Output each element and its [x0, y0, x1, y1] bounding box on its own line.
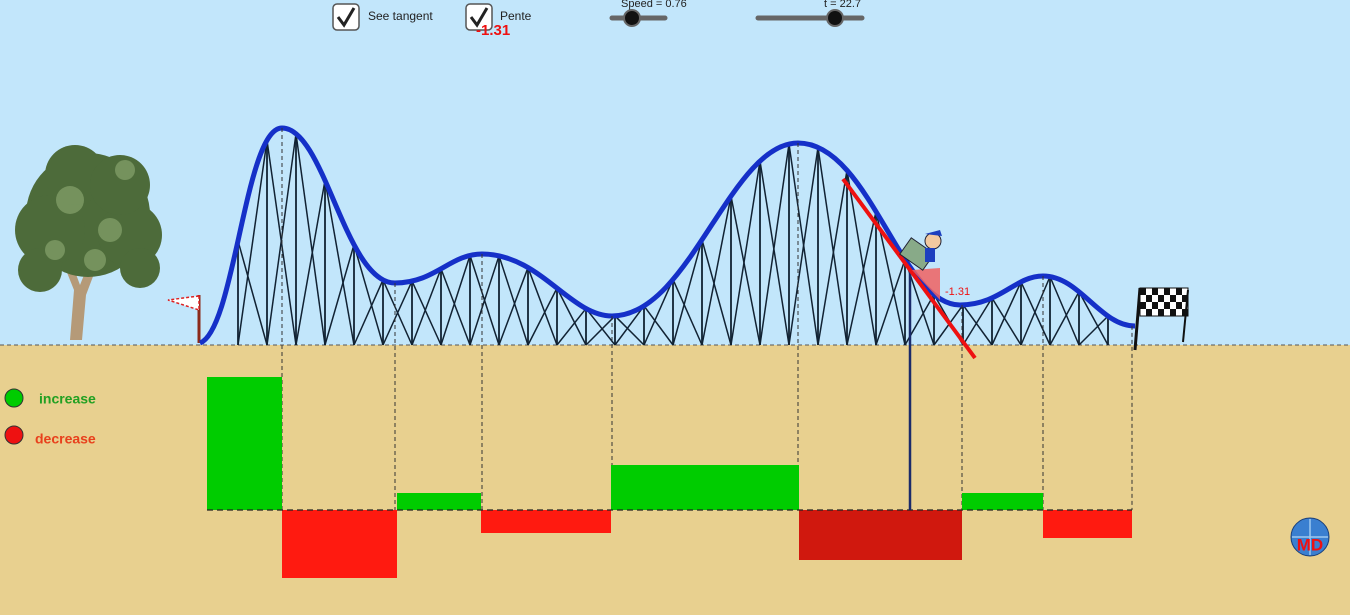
support-brace — [643, 279, 674, 346]
t-slider[interactable] — [755, 9, 865, 27]
support-brace — [324, 244, 355, 346]
support-brace — [962, 304, 993, 346]
legend-label: increase — [39, 391, 96, 407]
support-brace — [527, 267, 558, 346]
legend-swatch — [4, 425, 24, 445]
cart — [899, 230, 942, 271]
flag-square — [1170, 295, 1176, 302]
support-brace — [585, 308, 616, 346]
support-brace — [991, 297, 1022, 346]
flag-square — [1176, 288, 1182, 295]
slope-label: -1.31 — [945, 286, 970, 298]
support-brace — [469, 255, 500, 346]
support-brace — [1020, 276, 1051, 346]
support-brace — [353, 279, 384, 346]
support-brace — [382, 280, 413, 346]
flag-square — [1182, 295, 1188, 302]
support-brace — [730, 160, 761, 346]
support-brace — [1078, 315, 1109, 346]
pente-checkbox[interactable] — [465, 3, 493, 31]
logo: MD — [1290, 517, 1330, 557]
flag-square — [1158, 309, 1164, 316]
flag-square — [1152, 302, 1158, 309]
speed-slider[interactable] — [609, 9, 668, 27]
flag-square — [1170, 309, 1176, 316]
support-brace — [353, 244, 384, 346]
support-brace — [1049, 276, 1080, 346]
support-brace — [1049, 291, 1080, 346]
support-brace — [411, 268, 442, 346]
support-brace — [614, 305, 645, 346]
support-brace — [295, 180, 326, 346]
support-brace — [875, 259, 906, 346]
variation-bars — [207, 377, 1132, 578]
legend-label: decrease — [35, 431, 96, 447]
support-brace — [324, 180, 355, 346]
support-brace — [875, 211, 906, 346]
support-brace — [614, 315, 645, 346]
support-brace — [759, 143, 790, 346]
logo-text: MD — [1297, 535, 1323, 554]
slope-triangle — [912, 268, 940, 300]
support-brace — [498, 255, 529, 346]
support-brace — [701, 239, 732, 346]
support-brace — [1020, 281, 1051, 346]
flag-square — [1164, 302, 1170, 309]
slope-readout: -1.31 — [476, 22, 510, 39]
support-brace — [556, 287, 587, 346]
finish-flag — [1133, 287, 1189, 351]
support-brace — [788, 147, 819, 346]
checkbox-label: Pente — [500, 9, 532, 23]
tree — [15, 145, 162, 340]
support-brace — [672, 239, 703, 346]
tangent-line — [841, 177, 977, 360]
flag-square — [1158, 295, 1164, 302]
support-brace — [498, 267, 529, 346]
support-brace — [1078, 291, 1109, 346]
support-brace — [237, 140, 268, 346]
flag-square — [1152, 288, 1158, 295]
support-brace — [701, 195, 732, 346]
track-supports — [237, 133, 1109, 346]
support-brace — [527, 287, 558, 346]
support-brace — [991, 281, 1022, 346]
slider-label: t = 22.7 — [824, 0, 861, 10]
support-brace — [237, 240, 268, 346]
support-brace — [846, 211, 877, 346]
support-brace — [817, 147, 848, 346]
support-brace — [440, 268, 471, 346]
support-brace — [672, 279, 703, 346]
support-brace — [759, 160, 790, 346]
support-brace — [643, 305, 674, 346]
support-brace — [817, 170, 848, 346]
support-brace — [585, 315, 616, 346]
support-brace — [295, 133, 326, 346]
support-brace — [266, 133, 297, 346]
support-brace — [846, 170, 877, 346]
start-flag — [167, 295, 201, 343]
flag-square — [1140, 302, 1146, 309]
track — [198, 125, 1136, 346]
support-brace — [962, 297, 993, 346]
support-brace — [411, 280, 442, 346]
flag-square — [1140, 288, 1146, 295]
flag-square — [1146, 295, 1152, 302]
legend-swatch — [4, 388, 24, 408]
slider-label: Speed = 0.76 — [621, 0, 687, 10]
support-brace — [440, 255, 471, 346]
checkbox-label: See tangent — [368, 9, 433, 23]
see-tangent-checkbox[interactable] — [332, 3, 360, 31]
support-brace — [730, 195, 761, 346]
flag-square — [1164, 288, 1170, 295]
flag-square — [1176, 302, 1182, 309]
flag-square — [1146, 309, 1152, 316]
support-brace — [556, 308, 587, 346]
